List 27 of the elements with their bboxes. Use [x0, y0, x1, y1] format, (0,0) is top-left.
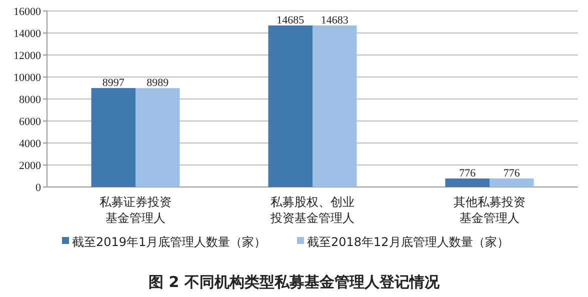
data-label: 776: [503, 167, 520, 180]
data-label: 14685: [276, 14, 305, 26]
y-tick-label: 10000: [14, 72, 42, 84]
bar: [312, 25, 357, 187]
x-tick-label: 其他私募投资基金管理人: [454, 195, 526, 225]
y-tick-label: 4000: [19, 138, 42, 150]
y-tick-label: 16000: [14, 6, 42, 18]
bar: [268, 25, 312, 187]
y-tick-label: 6000: [19, 116, 42, 128]
bar: [136, 88, 180, 187]
legend-label: 截至2018年12月底管理人数量（家）: [307, 235, 509, 250]
bar: [490, 178, 534, 187]
bar: [91, 88, 136, 187]
data-label: 8989: [146, 77, 170, 90]
x-tick-label: 私募证券投资基金管理人: [100, 195, 172, 225]
data-label: 14683: [320, 14, 349, 26]
y-tick-label: 14000: [14, 28, 42, 40]
data-label: 776: [459, 167, 476, 180]
bar: [445, 178, 490, 187]
y-tick-label: 8000: [19, 94, 42, 106]
x-tick-label: 私募股权、创业投资基金管理人: [270, 195, 354, 225]
y-tick-label: 0: [36, 182, 42, 194]
text: 图 2 不同机构类型私募基金管理人登记情况: [148, 273, 440, 291]
data-label: 8997: [102, 77, 125, 90]
legend-label: 截至2019年1月底管理人数量（家）: [72, 235, 266, 250]
y-tick-label: 12000: [14, 50, 42, 62]
y-tick-label: 2000: [19, 160, 42, 172]
